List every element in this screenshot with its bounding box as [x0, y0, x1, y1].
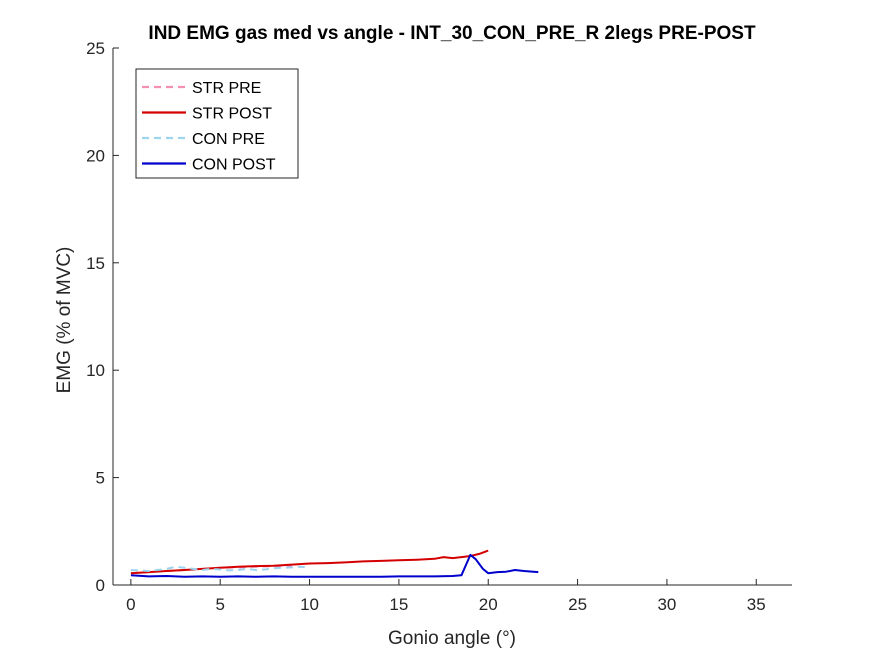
y-tick-label: 20	[86, 146, 105, 165]
y-tick-label: 15	[86, 254, 105, 273]
legend-label: CON POST	[192, 157, 276, 174]
y-tick-label: 10	[86, 361, 105, 380]
legend-entries: STR PRE STR POST CON PRE CON POST	[142, 80, 276, 174]
legend-label: STR PRE	[192, 80, 261, 97]
x-tick-label: 15	[389, 595, 408, 614]
y-ticks: 0 5 10 15 20 25	[86, 39, 119, 595]
chart-title: IND EMG gas med vs angle - INT_30_CON_PR…	[148, 23, 756, 44]
series-layer	[130, 549, 539, 578]
y-tick-label: 25	[86, 39, 105, 58]
legend: STR PRE STR POST CON PRE CON POST	[135, 68, 299, 179]
y-tick-label: 5	[96, 469, 105, 488]
y-tick-label: 0	[96, 576, 105, 595]
series-line-str-post	[130, 549, 489, 575]
x-tick-label: 5	[215, 595, 224, 614]
x-ticks: 0 5 10 15 20 25 30 35	[126, 579, 766, 614]
series-line-con-pre	[130, 565, 310, 572]
x-axis-label: Gonio angle (°)	[388, 628, 516, 649]
x-tick-label: 35	[747, 595, 766, 614]
legend-label: STR POST	[192, 106, 272, 123]
y-axis-label: EMG (% of MVC)	[54, 247, 75, 394]
x-tick-label: 10	[300, 595, 319, 614]
legend-box	[135, 68, 299, 179]
series-line-con-post	[130, 553, 539, 578]
x-tick-label: 25	[568, 595, 587, 614]
x-tick-label: 30	[657, 595, 676, 614]
plot-area: 0 5 10 15 20 25 30 35 0 5 10 15 20 25	[86, 39, 792, 614]
x-tick-label: 0	[126, 595, 135, 614]
legend-label: CON PRE	[192, 131, 265, 148]
x-tick-label: 20	[479, 595, 498, 614]
